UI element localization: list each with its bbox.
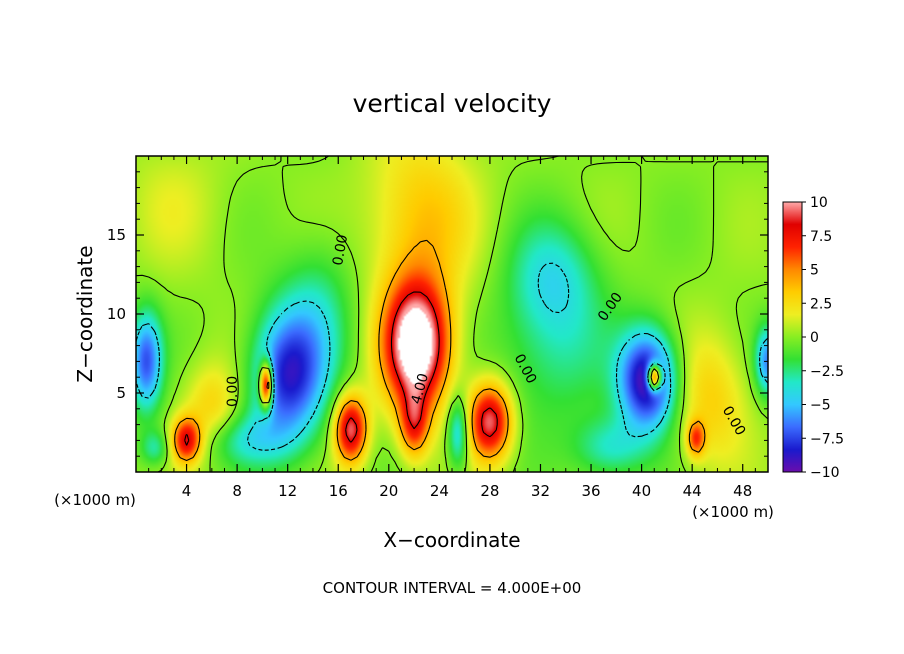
- x-unit-left: (×1000 m): [54, 491, 136, 509]
- contour-lines: [135, 155, 769, 473]
- x-tick-label: 16: [329, 482, 348, 500]
- y-tick-label: 5: [116, 384, 126, 402]
- chart-title: vertical velocity: [353, 89, 552, 118]
- x-tick-label: 28: [480, 482, 499, 500]
- x-tick-label: 12: [278, 482, 297, 500]
- colorbar-tick-label: −2.5: [810, 364, 844, 380]
- colorbar-strip: [782, 201, 803, 473]
- colorbar-tick-label: 10: [810, 195, 828, 211]
- contour-labels: 0.000.000.000.000.004.00: [225, 233, 748, 438]
- colorbar-tick-label: −10: [810, 465, 840, 481]
- contour-value-label: 0.00: [225, 376, 241, 407]
- contour-level-line: [174, 239, 706, 462]
- x-tick-label: 24: [430, 482, 449, 500]
- x-tick-label: 48: [733, 482, 752, 500]
- colorbar: 10 7.5 5 2.5 0 −2.5 −5 −7.5 −10: [782, 195, 844, 481]
- x-tick-label: 8: [232, 482, 242, 500]
- x-tick-label: 4: [182, 482, 192, 500]
- y-axis-label: Z−coordinate: [73, 245, 97, 382]
- y-tick-label: 10: [107, 305, 126, 323]
- y-tick-label: 15: [107, 226, 126, 244]
- x-unit-right: (×1000 m): [692, 503, 774, 521]
- colorbar-tick-label: 5: [810, 263, 819, 279]
- colorbar-tick-label: −5: [810, 398, 831, 414]
- colorbar-tick-label: 7.5: [810, 229, 832, 245]
- y-axis-ticks: 5 10 15: [107, 171, 768, 457]
- heatmap-field: [136, 156, 768, 472]
- contour-level-line: [135, 155, 769, 473]
- plot-area: 0.000.000.000.000.004.00 4 8 12 16 20 24 28 32 3…: [107, 155, 769, 500]
- x-axis-ticks: 4 8 12 16 20 24 28 32 36 40 44 48: [148, 156, 756, 500]
- x-tick-label: 40: [632, 482, 651, 500]
- contour-level-line: [135, 262, 769, 451]
- contour-level-line: [184, 291, 498, 446]
- x-tick-label: 32: [531, 482, 550, 500]
- colorbar-tick-label: −7.5: [810, 431, 844, 447]
- x-axis-label: X−coordinate: [383, 528, 520, 552]
- contour-value-label: 4.00: [409, 372, 433, 406]
- x-tick-label: 44: [683, 482, 702, 500]
- x-tick-label: 20: [379, 482, 398, 500]
- colorbar-tick-label: 2.5: [810, 296, 832, 312]
- contour-value-label: 0.00: [330, 233, 351, 266]
- x-tick-label: 36: [581, 482, 600, 500]
- contour-interval-footer: CONTOUR INTERVAL = 4.000E+00: [323, 579, 582, 597]
- colorbar-tick-label: 0: [810, 330, 819, 346]
